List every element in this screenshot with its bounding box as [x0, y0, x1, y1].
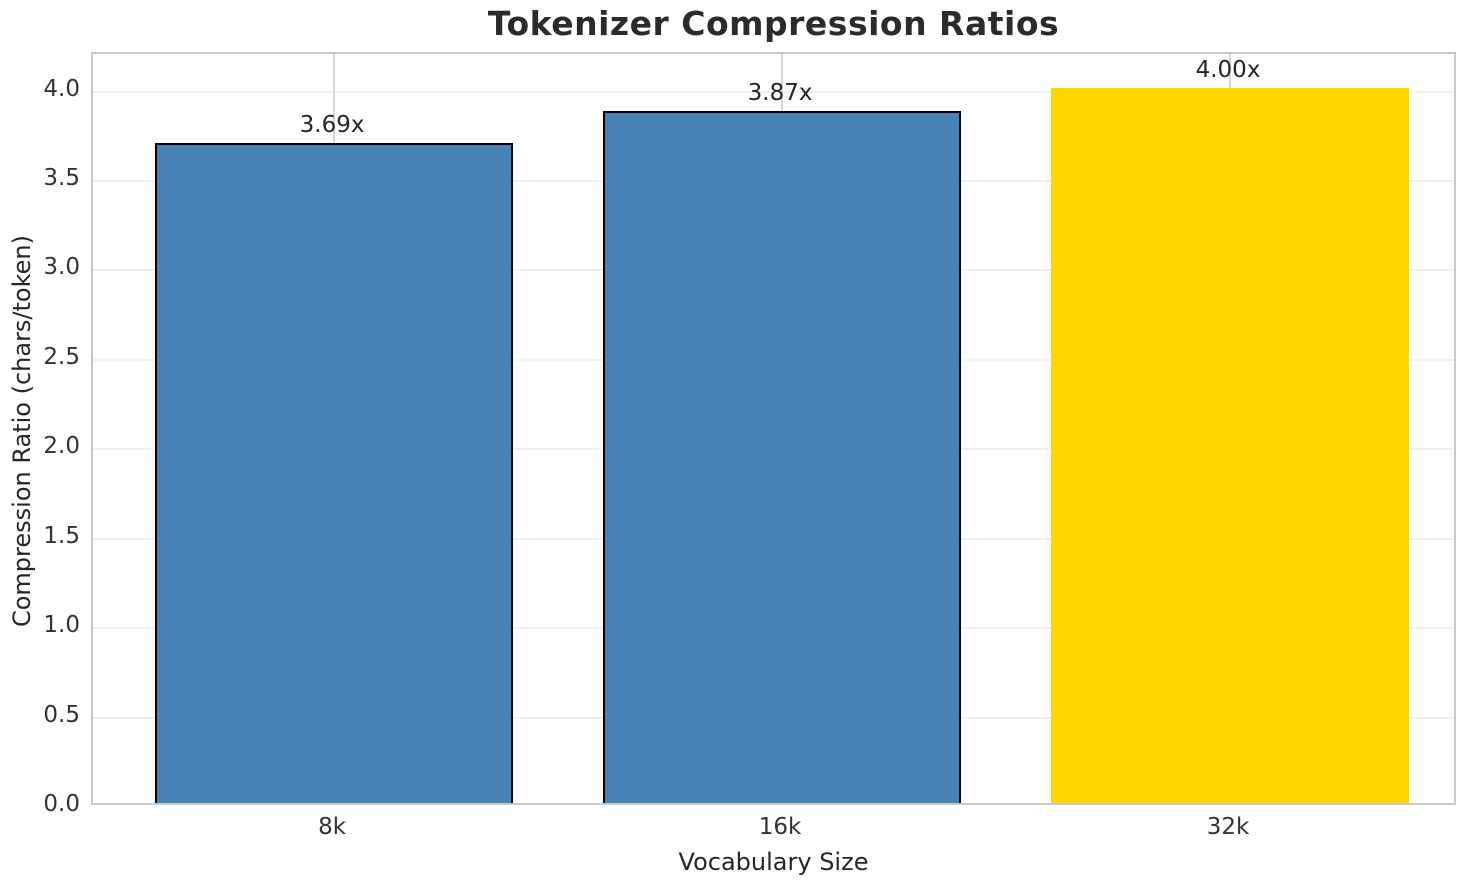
plot-area: [91, 52, 1456, 805]
bar-8k: [155, 143, 514, 803]
y-tick-label: 2.0: [43, 433, 80, 460]
y-tick-label: 4.0: [43, 75, 80, 102]
x-axis-label: Vocabulary Size: [678, 848, 869, 876]
x-tick-label: 8k: [318, 814, 347, 840]
y-tick-label: 0.5: [43, 701, 80, 728]
y-axis-label: Compression Ratio (chars/token): [8, 235, 36, 628]
y-tick-label: 1.0: [43, 612, 80, 639]
x-tick-label: 16k: [758, 814, 802, 840]
y-tick-label: 1.5: [43, 522, 80, 549]
y-gridline: [93, 90, 1454, 93]
bar-value-label: 4.00x: [1195, 56, 1261, 83]
y-tick-label: 0.0: [43, 791, 80, 817]
y-tick-label: 3.0: [43, 254, 80, 281]
x-tick-label: 32k: [1206, 814, 1250, 840]
y-tick-label: 2.5: [43, 343, 80, 370]
y-tick-label: 3.5: [43, 164, 80, 191]
bar-32k: [1051, 87, 1410, 803]
bar-value-label: 3.69x: [299, 112, 365, 138]
chart-title: Tokenizer Compression Ratios: [487, 4, 1060, 43]
bar-16k: [603, 110, 962, 803]
bar-value-label: 3.87x: [747, 79, 813, 106]
